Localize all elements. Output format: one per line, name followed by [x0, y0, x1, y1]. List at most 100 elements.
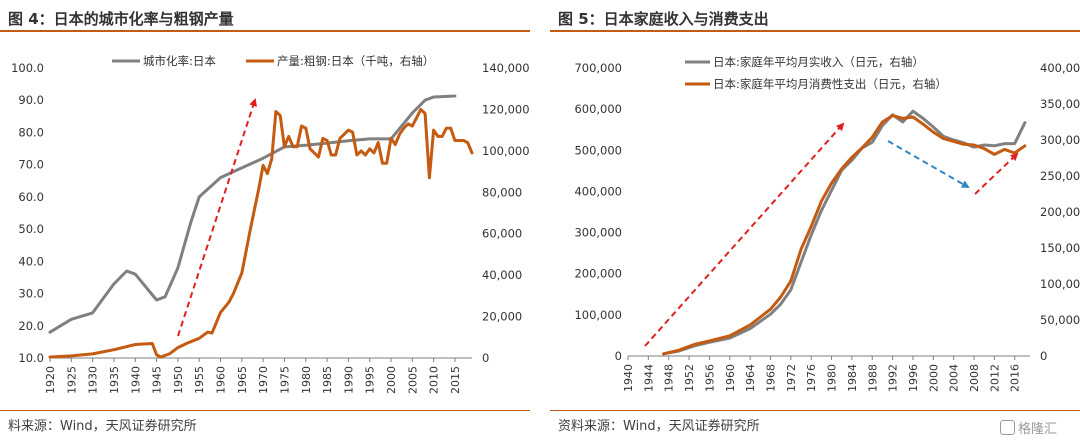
x-tick-label: 1948	[663, 364, 676, 392]
trend-arrow-3	[974, 152, 1019, 195]
y-left-tick-label: 90.0	[18, 93, 44, 107]
y-left-tick-label: 60.0	[18, 190, 44, 204]
y-right-tick-label: 300,000	[1040, 133, 1080, 147]
x-tick-label: 1925	[65, 366, 78, 394]
legend-label-2: 日本:家庭年平均月消费性支出（日元，右轴）	[713, 77, 947, 91]
y-right-tick-label: 200,000	[1040, 205, 1080, 219]
x-tick-label: 1980	[826, 364, 839, 392]
household-income-spending-chart: 1940 1944 1948 1952 1956 1960 1964 1968 1972 1976…	[574, 55, 1080, 392]
x-tick-label: 1944	[642, 364, 655, 392]
x-tick-label: 1972	[785, 364, 798, 392]
x-tick-label: 1960	[215, 366, 228, 394]
y-right-tick-label: 0	[1040, 349, 1047, 363]
y-left-tick-label: 10.0	[18, 351, 44, 365]
x-tick-label: 2000	[385, 366, 398, 394]
y-left-tick-label: 70.0	[18, 158, 44, 172]
y-right-tick-label: 400,000	[1040, 61, 1080, 75]
right-source-note: 资料来源：Wind，天风证券研究所	[558, 419, 760, 434]
x-tick-label: 2005	[406, 366, 419, 394]
x-tick-label: 1990	[342, 366, 355, 394]
x-tick-label: 1970	[257, 366, 270, 394]
y-right-tick-label: 40,000	[482, 268, 522, 282]
y-left-tick-label: 100.0	[11, 61, 44, 75]
left-figure-title: 图 4：日本的城市化率与粗钢产量	[8, 10, 234, 28]
x-tick-label: 1976	[805, 364, 818, 392]
trend-arrow-1	[644, 122, 845, 347]
x-tick-label: 1988	[866, 364, 879, 392]
x-tick-label: 1945	[151, 366, 164, 394]
left-top-rule	[0, 30, 530, 32]
right-figure-title: 图 5：日本家庭收入与消费支出	[558, 10, 769, 28]
series-line-2	[662, 114, 1027, 356]
y-right-tick-label: 0	[482, 351, 489, 365]
y-right-tick-label: 80,000	[482, 185, 522, 199]
x-tick-label: 1960	[724, 364, 737, 392]
y-left-tick-label: 30.0	[18, 287, 44, 301]
series-line-1	[662, 109, 1027, 356]
y-left-tick-label: 40.0	[18, 254, 44, 268]
y-right-tick-label: 140,000	[482, 61, 530, 75]
left-source-note: 料来源：Wind，天风证券研究所	[8, 419, 197, 434]
y-left-tick-label: 200,000	[574, 267, 622, 281]
x-tick-label: 1950	[172, 366, 185, 394]
x-tick-label: 2015	[449, 366, 462, 394]
y-right-tick-label: 60,000	[482, 227, 522, 241]
y-right-tick-label: 150,000	[1040, 241, 1080, 255]
x-tick-label: 1975	[278, 366, 291, 394]
trend-arrow-1	[177, 98, 257, 337]
y-right-tick-label: 100,000	[1040, 277, 1080, 291]
x-tick-label: 1964	[744, 364, 757, 392]
y-right-tick-label: 250,000	[1040, 169, 1080, 183]
urbanization-steel-chart: 1920 1925 1930 1935 1940 1945 1950 1955 1960 1965…	[11, 54, 530, 394]
y-left-tick-label: 300,000	[574, 226, 622, 240]
x-tick-label: 2010	[428, 366, 441, 394]
right-bottom-rule	[550, 410, 1080, 411]
x-tick-label: 1930	[87, 366, 100, 394]
x-tick-label: 1985	[321, 366, 334, 394]
y-right-tick-label: 50,000	[1040, 313, 1080, 327]
x-tick-label: 1984	[846, 364, 859, 392]
x-tick-label: 1940	[622, 364, 635, 392]
y-right-tick-label: 20,000	[482, 310, 522, 324]
x-tick-label: 2004	[948, 364, 961, 392]
x-tick-label: 1920	[44, 366, 57, 394]
legend-label-2: 产量:粗钢:日本（千吨，右轴）	[277, 54, 434, 68]
watermark-text: 格隆汇	[1018, 422, 1058, 437]
watermark: 格隆汇	[1000, 418, 1057, 437]
y-left-tick-label: 400,000	[574, 184, 622, 198]
x-tick-label: 1952	[683, 364, 696, 392]
x-tick-label: 2012	[988, 364, 1001, 392]
x-tick-label: 1996	[907, 364, 920, 392]
x-tick-label: 1935	[108, 366, 121, 394]
y-left-tick-label: 20.0	[18, 319, 44, 333]
x-tick-label: 1992	[887, 364, 900, 392]
series-line-2	[48, 107, 474, 359]
y-right-tick-label: 350,000	[1040, 97, 1080, 111]
x-tick-label: 1995	[364, 366, 377, 394]
y-left-tick-label: 700,000	[574, 61, 622, 75]
y-left-tick-label: 600,000	[574, 102, 622, 116]
x-tick-label: 1955	[193, 366, 206, 394]
x-tick-label: 2008	[968, 364, 981, 392]
y-right-tick-label: 100,000	[482, 144, 530, 158]
x-tick-label: 1956	[703, 364, 716, 392]
y-right-tick-label: 120,000	[482, 102, 530, 116]
legend-label-1: 日本:家庭年平均月实收入（日元，右轴）	[713, 55, 924, 69]
x-tick-label: 2000	[927, 364, 940, 392]
left-bottom-rule	[0, 410, 530, 411]
x-tick-label: 1965	[236, 366, 249, 394]
right-top-rule	[550, 30, 1080, 32]
trend-arrow-2	[887, 140, 970, 188]
right-panel: 图 5：日本家庭收入与消费支出 1940 1944 1948 1952 1956 1960…	[550, 0, 1080, 446]
y-left-tick-label: 50.0	[18, 222, 44, 236]
watermark-logo-icon	[1000, 420, 1015, 435]
y-left-tick-label: 100,000	[574, 308, 622, 322]
x-tick-label: 2016	[1009, 364, 1022, 392]
x-tick-label: 1980	[300, 366, 313, 394]
y-left-tick-label: 0	[615, 349, 622, 363]
x-tick-label: 1968	[764, 364, 777, 392]
x-tick-label: 1940	[129, 366, 142, 394]
y-left-tick-label: 80.0	[18, 125, 44, 139]
left-panel: 图 4：日本的城市化率与粗钢产量 1920 1925 1930 1935 1940 194…	[0, 0, 530, 446]
y-left-tick-label: 500,000	[574, 143, 622, 157]
